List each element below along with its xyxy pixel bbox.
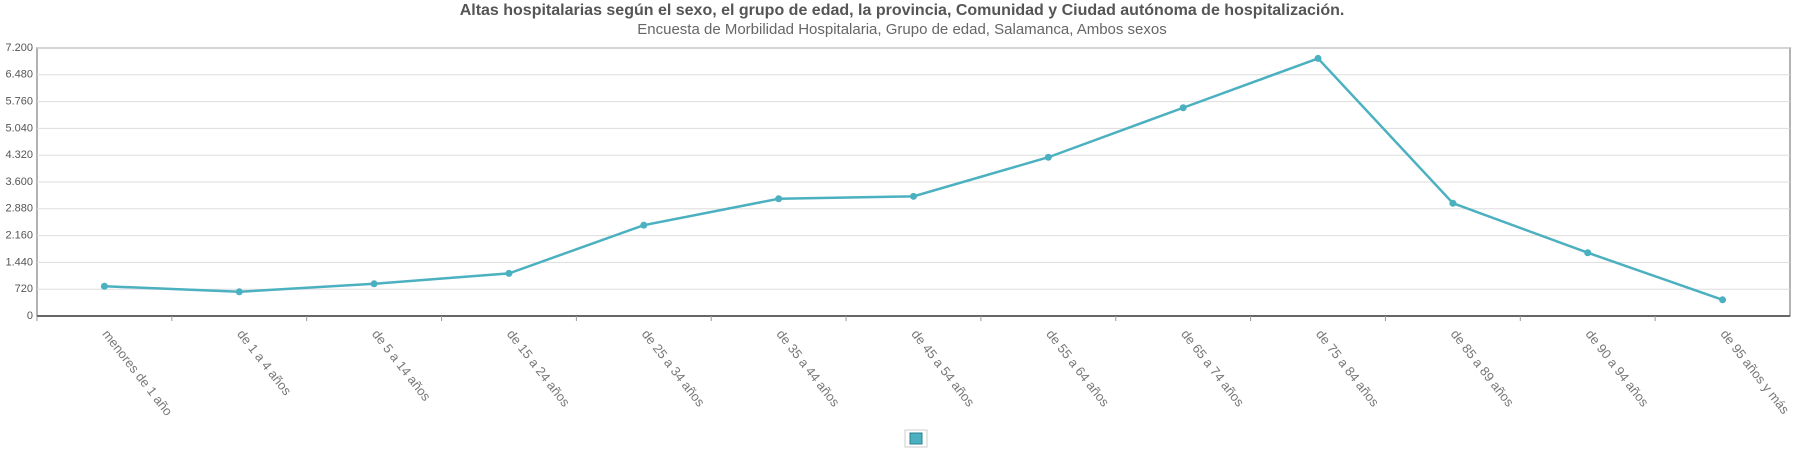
data-point [775,195,783,203]
y-tick-label: 3.600 [5,176,33,188]
x-tick-label: de 85 a 89 años [1448,327,1518,410]
chart-subtitle: Encuesta de Morbilidad Hospitalaria, Gru… [637,21,1166,38]
y-tick-label: 5.760 [5,96,33,108]
x-tick-label: de 5 a 14 años [369,327,434,404]
x-tick-label: de 35 a 44 años [774,327,844,410]
y-tick-label: 7.200 [5,42,33,54]
chart-title: Altas hospitalarias según el sexo, el gr… [460,2,1345,19]
y-tick-label: 6.480 [5,69,33,81]
data-point [1044,153,1052,161]
data-point [235,288,243,296]
data-point [1584,249,1592,257]
x-tick-label: de 15 a 24 años [504,327,574,410]
series-line [104,56,1723,301]
x-tick-label: de 1 a 4 años [234,327,295,399]
y-tick-label: 4.320 [5,149,33,161]
y-tick-label: 5.040 [5,122,33,134]
data-point [1179,104,1187,112]
data-point [505,269,513,277]
x-tick-label: de 25 a 34 años [639,327,709,410]
y-tick-label: 2.160 [5,230,33,242]
x-tick-label: menores de 1 año [99,327,175,419]
data-point [640,221,648,229]
x-tick-label: de 95 años y más [1718,327,1793,417]
legend-swatch [909,432,923,445]
data-point [1314,54,1322,62]
y-tick-label: 720 [15,283,33,295]
x-tick-label: de 45 a 54 años [908,327,978,410]
x-tick-label: de 65 a 74 años [1178,327,1248,410]
y-tick-label: 2.880 [5,203,33,215]
data-point [1449,199,1457,207]
y-tick-label: 0 [27,310,33,322]
data-point [100,282,108,290]
data-point [370,280,378,288]
data-point [1719,296,1727,304]
x-tick-label: de 75 a 84 años [1313,327,1383,410]
x-tick-label: de 55 a 64 años [1043,327,1113,410]
data-point [910,192,917,200]
x-tick-label: de 90 a 94 años [1583,327,1653,410]
y-tick-label: 1.440 [5,256,33,268]
